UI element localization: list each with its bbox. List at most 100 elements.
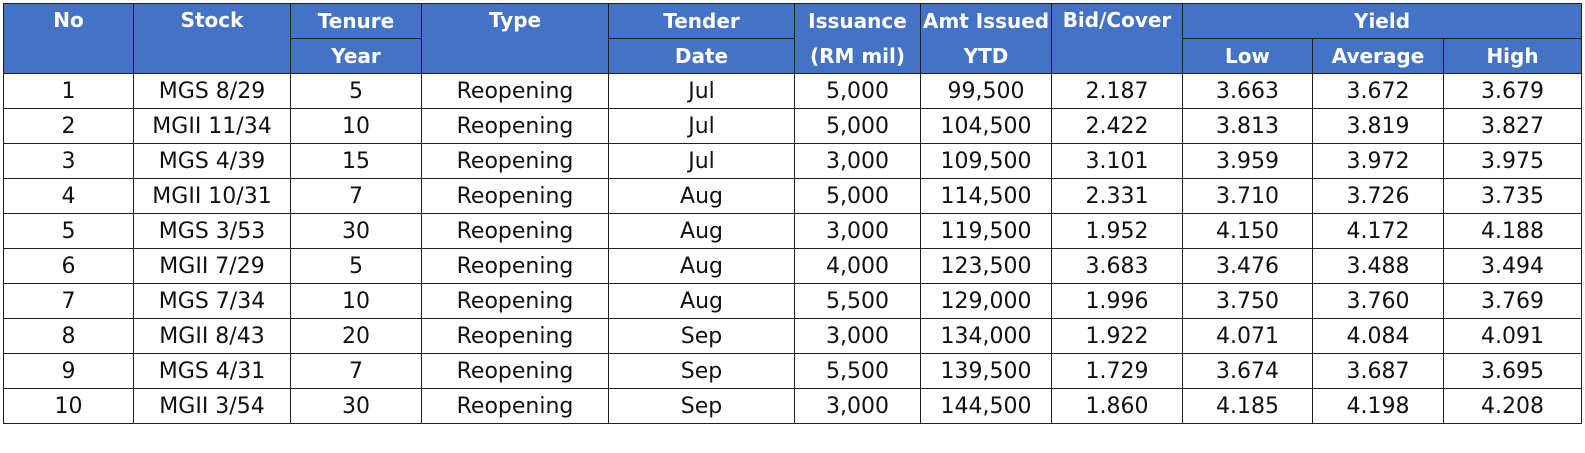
cell-yield-average: 3.687 bbox=[1312, 353, 1444, 389]
cell-no: 3 bbox=[3, 143, 134, 179]
header-amt-issued: Amt Issued bbox=[920, 3, 1052, 39]
cell-issuance: 5,000 bbox=[794, 108, 921, 144]
table-row: 10 MGII 3/54 30 Reopening Sep 3,000 144,… bbox=[3, 388, 1583, 424]
cell-type: Reopening bbox=[421, 318, 609, 354]
cell-yield-average: 3.819 bbox=[1312, 108, 1444, 144]
cell-bid-cover: 2.422 bbox=[1051, 108, 1183, 144]
table-row: 1 MGS 8/29 5 Reopening Jul 5,000 99,500 … bbox=[3, 73, 1583, 109]
table-header: No Stock Tenure Type Tender Issuance Amt… bbox=[3, 3, 1583, 74]
cell-tender-date: Jul bbox=[608, 108, 795, 144]
cell-bid-cover: 2.187 bbox=[1051, 73, 1183, 109]
table-row: 7 MGS 7/34 10 Reopening Aug 5,500 129,00… bbox=[3, 283, 1583, 319]
cell-amt-issued-ytd: 109,500 bbox=[920, 143, 1052, 179]
cell-no: 2 bbox=[3, 108, 134, 144]
cell-tender-date: Aug bbox=[608, 178, 795, 214]
cell-type: Reopening bbox=[421, 108, 609, 144]
cell-tenure: 7 bbox=[290, 353, 422, 389]
cell-tenure: 5 bbox=[290, 73, 422, 109]
cell-amt-issued-ytd: 119,500 bbox=[920, 213, 1052, 249]
cell-no: 10 bbox=[3, 388, 134, 424]
cell-type: Reopening bbox=[421, 353, 609, 389]
auction-results-table: No Stock Tenure Type Tender Issuance Amt… bbox=[3, 3, 1583, 424]
cell-tender-date: Sep bbox=[608, 388, 795, 424]
cell-yield-low: 4.150 bbox=[1182, 213, 1313, 249]
table-row: 2 MGII 11/34 10 Reopening Jul 5,000 104,… bbox=[3, 108, 1583, 144]
cell-tenure: 10 bbox=[290, 108, 422, 144]
cell-yield-high: 4.208 bbox=[1442, 388, 1583, 424]
cell-tender-date: Aug bbox=[608, 283, 795, 319]
cell-stock: MGII 11/34 bbox=[133, 108, 291, 144]
cell-type: Reopening bbox=[421, 388, 609, 424]
cell-yield-low: 3.674 bbox=[1182, 353, 1313, 389]
cell-yield-high: 3.769 bbox=[1442, 283, 1583, 319]
table-row: 4 MGII 10/31 7 Reopening Aug 5,000 114,5… bbox=[3, 178, 1583, 214]
cell-amt-issued-ytd: 99,500 bbox=[920, 73, 1052, 109]
cell-amt-issued-ytd: 144,500 bbox=[920, 388, 1052, 424]
cell-issuance: 3,000 bbox=[794, 143, 921, 179]
cell-tender-date: Sep bbox=[608, 318, 795, 354]
cell-tenure: 7 bbox=[290, 178, 422, 214]
cell-yield-high: 4.091 bbox=[1442, 318, 1583, 354]
cell-yield-high: 3.494 bbox=[1442, 248, 1583, 284]
cell-no: 7 bbox=[3, 283, 134, 319]
cell-bid-cover: 3.683 bbox=[1051, 248, 1183, 284]
cell-yield-high: 3.679 bbox=[1442, 73, 1583, 109]
cell-stock: MGS 4/39 bbox=[133, 143, 291, 179]
cell-yield-high: 4.188 bbox=[1442, 213, 1583, 249]
auction-table-container: No Stock Tenure Type Tender Issuance Amt… bbox=[3, 3, 1583, 449]
cell-amt-issued-ytd: 139,500 bbox=[920, 353, 1052, 389]
cell-yield-low: 4.185 bbox=[1182, 388, 1313, 424]
table-row: 8 MGII 8/43 20 Reopening Sep 3,000 134,0… bbox=[3, 318, 1583, 354]
cell-no: 8 bbox=[3, 318, 134, 354]
header-tender-sub: Date bbox=[608, 38, 795, 74]
cell-tender-date: Jul bbox=[608, 143, 795, 179]
cell-bid-cover: 1.922 bbox=[1051, 318, 1183, 354]
cell-bid-cover: 3.101 bbox=[1051, 143, 1183, 179]
cell-yield-average: 3.760 bbox=[1312, 283, 1444, 319]
cell-yield-average: 3.972 bbox=[1312, 143, 1444, 179]
cell-no: 6 bbox=[3, 248, 134, 284]
header-tenure-sub: Year bbox=[290, 38, 422, 74]
cell-stock: MGII 3/54 bbox=[133, 388, 291, 424]
header-row-1: No Stock Tenure Type Tender Issuance Amt… bbox=[3, 3, 1583, 74]
header-tender: Tender bbox=[608, 3, 795, 39]
cell-issuance: 3,000 bbox=[794, 213, 921, 249]
table-row: 6 MGII 7/29 5 Reopening Aug 4,000 123,50… bbox=[3, 248, 1583, 284]
cell-bid-cover: 2.331 bbox=[1051, 178, 1183, 214]
cell-yield-average: 4.172 bbox=[1312, 213, 1444, 249]
cell-amt-issued-ytd: 129,000 bbox=[920, 283, 1052, 319]
header-type: Type bbox=[421, 3, 609, 74]
header-issuance-sub: (RM mil) bbox=[794, 38, 921, 74]
cell-type: Reopening bbox=[421, 178, 609, 214]
cell-yield-average: 3.488 bbox=[1312, 248, 1444, 284]
cell-yield-average: 4.198 bbox=[1312, 388, 1444, 424]
cell-issuance: 5,500 bbox=[794, 353, 921, 389]
cell-stock: MGII 8/43 bbox=[133, 318, 291, 354]
cell-tenure: 15 bbox=[290, 143, 422, 179]
cell-yield-average: 3.672 bbox=[1312, 73, 1444, 109]
cell-type: Reopening bbox=[421, 283, 609, 319]
cell-issuance: 5,000 bbox=[794, 178, 921, 214]
cell-yield-low: 3.663 bbox=[1182, 73, 1313, 109]
cell-type: Reopening bbox=[421, 73, 609, 109]
table-row: 5 MGS 3/53 30 Reopening Aug 3,000 119,50… bbox=[3, 213, 1583, 249]
header-yield-low: Low bbox=[1182, 38, 1313, 74]
table-body: 1 MGS 8/29 5 Reopening Jul 5,000 99,500 … bbox=[3, 73, 1583, 424]
cell-yield-low: 4.071 bbox=[1182, 318, 1313, 354]
cell-type: Reopening bbox=[421, 248, 609, 284]
cell-stock: MGS 8/29 bbox=[133, 73, 291, 109]
header-yield: Yield bbox=[1181, 3, 1583, 39]
cell-issuance: 3,000 bbox=[794, 318, 921, 354]
cell-yield-low: 3.959 bbox=[1182, 143, 1313, 179]
cell-yield-average: 4.084 bbox=[1312, 318, 1444, 354]
header-tenure: Tenure bbox=[290, 3, 422, 39]
table-row: 3 MGS 4/39 15 Reopening Jul 3,000 109,50… bbox=[3, 143, 1583, 179]
cell-yield-low: 3.476 bbox=[1182, 248, 1313, 284]
cell-yield-low: 3.813 bbox=[1182, 108, 1313, 144]
cell-tender-date: Jul bbox=[608, 73, 795, 109]
cell-bid-cover: 1.860 bbox=[1051, 388, 1183, 424]
cell-amt-issued-ytd: 104,500 bbox=[920, 108, 1052, 144]
cell-yield-high: 3.735 bbox=[1442, 178, 1583, 214]
cell-tender-date: Sep bbox=[608, 353, 795, 389]
table-row: 9 MGS 4/31 7 Reopening Sep 5,500 139,500… bbox=[3, 353, 1583, 389]
